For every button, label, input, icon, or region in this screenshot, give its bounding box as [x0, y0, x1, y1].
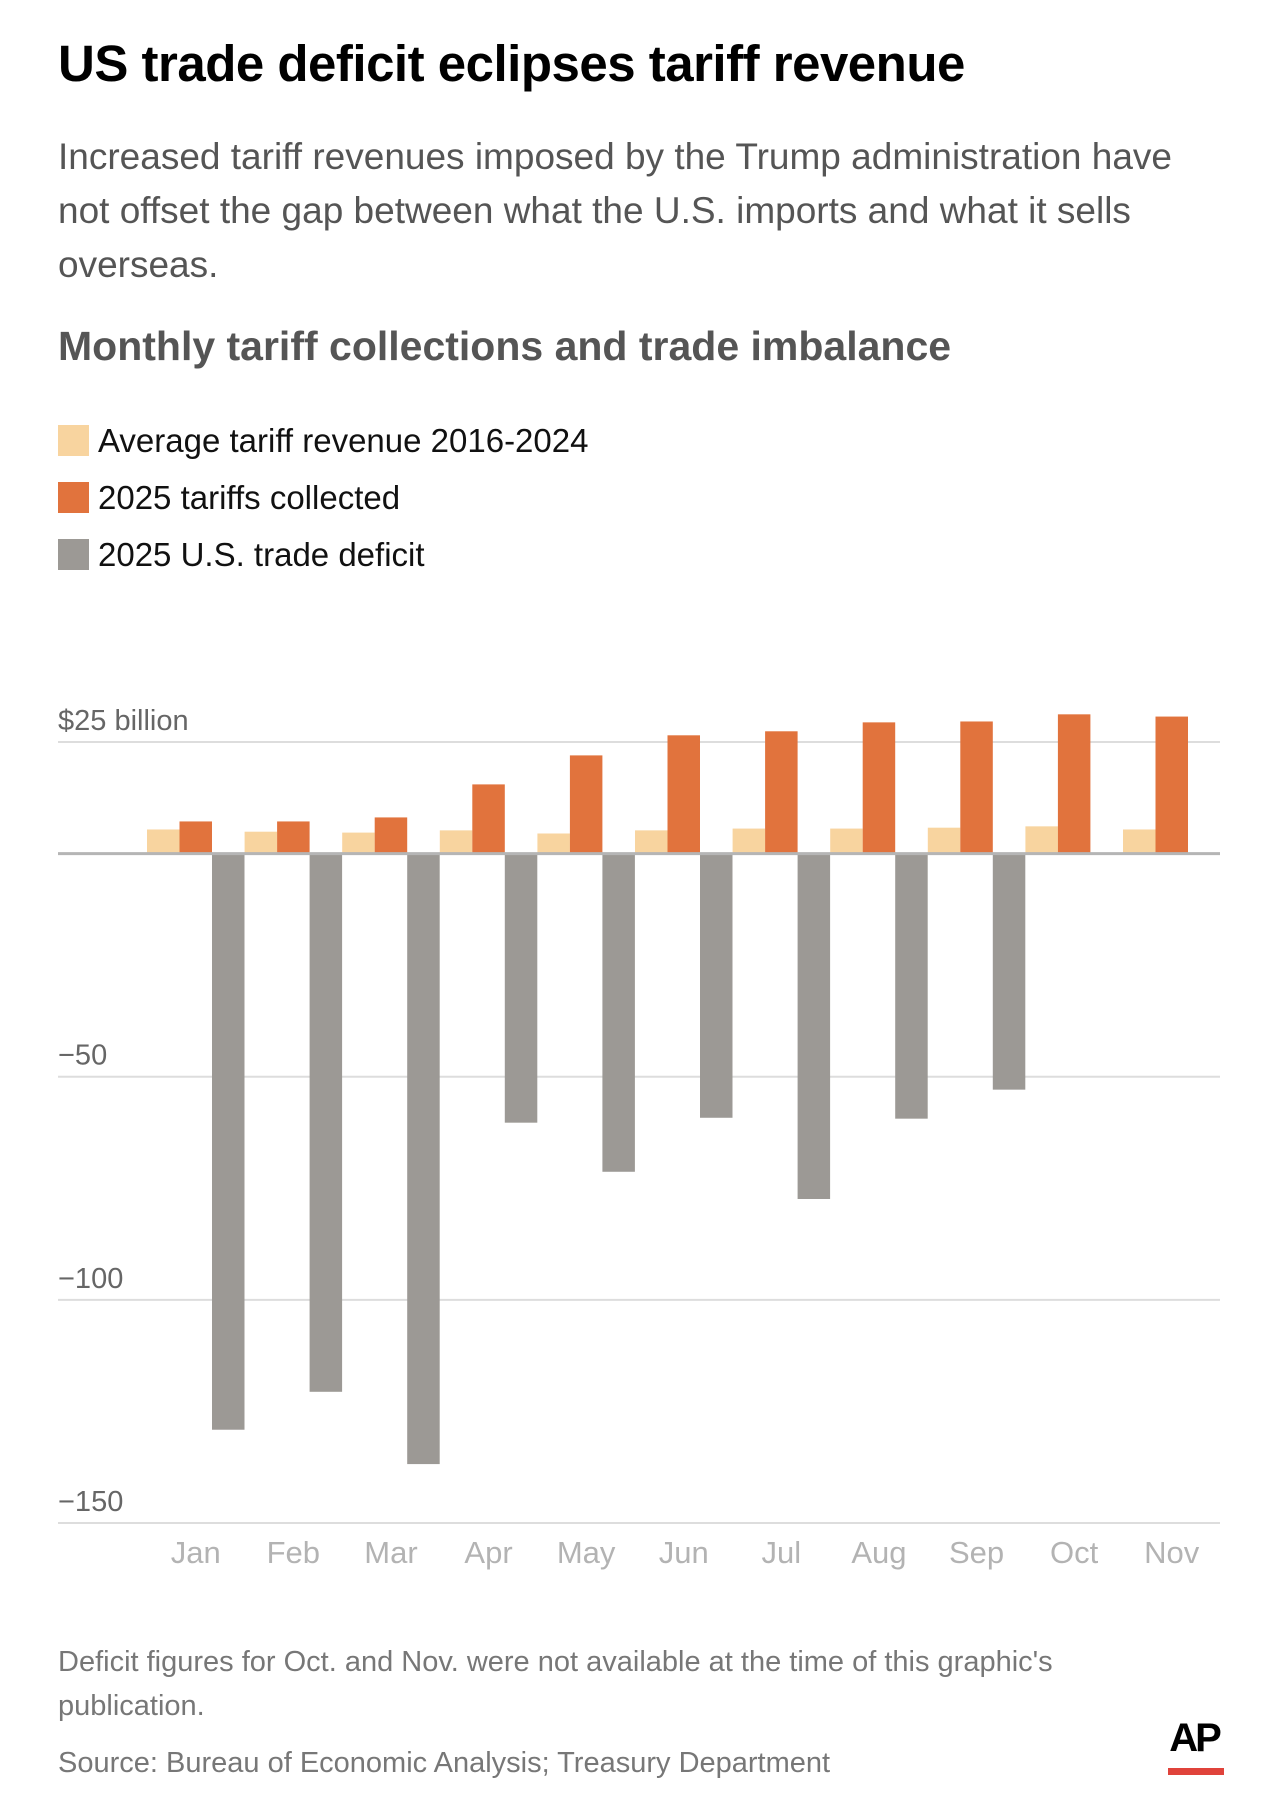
bar-2025-tariffs [472, 784, 505, 854]
bar-average-tariff [927, 827, 961, 854]
footnote: Deficit figures for Oct. and Nov. were n… [58, 1646, 1053, 1722]
ap-logo-accent-bar [1168, 1768, 1224, 1775]
x-tick-label: Apr [464, 1535, 512, 1570]
bar-trade-deficit [992, 853, 1026, 1090]
x-tick-label: Jan [171, 1535, 221, 1570]
legend-swatch-trade-deficit [58, 539, 89, 570]
bar-average-tariff [147, 829, 180, 854]
legend-label: Average tariff revenue 2016-2024 [98, 421, 589, 459]
y-tick-label: −150 [58, 1486, 123, 1518]
legend-item-average-tariff: Average tariff revenue 2016-2024 [58, 412, 588, 469]
bar-2025-tariffs [1155, 716, 1188, 854]
bar-2025-tariffs [374, 817, 408, 854]
bars [147, 714, 1188, 1465]
legend-swatch-average-tariff [58, 425, 89, 456]
bar-chart: $25 billion −50 −100 −150 Jan Feb Mar Apr May Ju… [58, 705, 1220, 1570]
bar-2025-tariffs [277, 821, 310, 854]
gridlines [58, 741, 1220, 1524]
bar-average-tariff [244, 831, 278, 854]
y-tick-label: −100 [58, 1263, 123, 1295]
legend-item-2025-tariffs: 2025 tariffs collected [58, 469, 588, 526]
legend-swatch-2025-tariffs [58, 482, 89, 513]
bar-2025-tariffs [179, 821, 212, 854]
chart-subtitle: Increased tariff revenues imposed by the… [58, 136, 1173, 285]
y-axis-labels: $25 billion −50 −100 −150 [58, 705, 189, 1518]
bar-trade-deficit [212, 853, 245, 1430]
legend-label: 2025 U.S. trade deficit [98, 535, 425, 573]
bar-2025-tariffs [569, 755, 603, 854]
bar-trade-deficit [504, 853, 538, 1123]
y-tick-label: −50 [58, 1040, 107, 1072]
x-tick-label: Jul [762, 1535, 802, 1570]
bar-2025-tariffs [862, 722, 896, 854]
bar-trade-deficit [602, 853, 635, 1172]
chart-headline: US trade deficit eclipses tariff revenue [58, 35, 965, 92]
bar-average-tariff [830, 828, 863, 854]
y-tick-label: $25 billion [58, 705, 189, 737]
x-tick-label: May [557, 1535, 616, 1570]
x-tick-label: Jun [659, 1535, 709, 1570]
x-tick-label: Oct [1050, 1535, 1099, 1570]
bar-average-tariff [1025, 826, 1058, 854]
x-tick-label: Sep [949, 1535, 1004, 1570]
chart-section-title: Monthly tariff collections and trade imb… [58, 323, 952, 369]
bar-trade-deficit [700, 853, 733, 1118]
bar-trade-deficit [309, 853, 343, 1392]
bar-2025-tariffs [667, 735, 700, 854]
source-credit: Source: Bureau of Economic Analysis; Tre… [58, 1747, 831, 1779]
legend-label: 2025 tariffs collected [98, 478, 401, 516]
chart-legend: Average tariff revenue 2016-2024 2025 ta… [58, 412, 588, 583]
bar-trade-deficit [797, 853, 831, 1199]
bar-average-tariff [1123, 829, 1156, 854]
x-tick-label: Feb [267, 1535, 320, 1570]
ap-logo: AP [1164, 1718, 1224, 1780]
x-tick-label: Aug [851, 1535, 906, 1570]
bar-2025-tariffs [960, 721, 993, 854]
bar-2025-tariffs [1057, 714, 1091, 854]
x-axis-labels: Jan Feb Mar Apr May Jun Jul Aug Sep Oct Nov [171, 1535, 1200, 1570]
legend-item-trade-deficit: 2025 U.S. trade deficit [58, 526, 588, 583]
x-tick-label: Nov [1144, 1535, 1200, 1570]
bar-average-tariff [732, 828, 766, 854]
bar-average-tariff [342, 832, 375, 854]
bar-trade-deficit [895, 853, 928, 1119]
ap-logo-text: AP [1169, 1716, 1222, 1760]
bar-2025-tariffs [765, 731, 798, 854]
bar-average-tariff [537, 833, 570, 854]
bar-average-tariff [635, 830, 668, 854]
x-tick-label: Mar [364, 1535, 417, 1570]
bar-trade-deficit [407, 853, 440, 1465]
bar-average-tariff [439, 830, 473, 854]
